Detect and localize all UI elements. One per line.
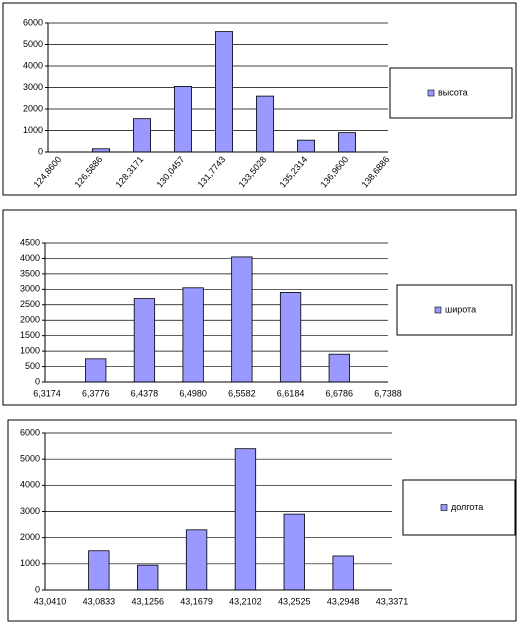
legend-box	[389, 67, 513, 119]
x-tick-label: 6,3776	[82, 388, 110, 398]
y-tick-label: 0	[35, 584, 40, 594]
bar	[133, 298, 156, 383]
x-tick-label: 43,3371	[376, 596, 409, 606]
y-tick-label: 6000	[20, 427, 40, 437]
x-tick-label: 6,4378	[131, 388, 159, 398]
chart-frame	[2, 2, 517, 196]
y-tick-label: 0	[38, 146, 43, 156]
x-tick-label: 43,0410	[34, 596, 67, 606]
bar	[296, 139, 316, 153]
x-tick-label: 6,7388	[374, 388, 402, 398]
y-tick-label: 3500	[20, 268, 40, 278]
bar	[137, 564, 159, 591]
bar	[182, 287, 204, 383]
y-tick-label: 2000	[20, 315, 40, 325]
x-tick-label: 128,3171	[114, 154, 146, 189]
chart-frame	[7, 419, 517, 622]
legend-swatch	[427, 89, 435, 97]
x-tick-label: 130,0457	[155, 154, 187, 189]
legend-box	[402, 479, 516, 536]
x-tick-label: 124,8600	[32, 154, 64, 189]
bar	[328, 353, 350, 383]
y-tick-label: 2000	[20, 532, 40, 542]
y-tick-label: 1500	[20, 330, 40, 340]
x-tick-label: 43,0833	[83, 596, 116, 606]
y-tick-label: 6000	[23, 17, 43, 27]
y-tick-label: 4000	[20, 253, 40, 263]
x-tick-label: 131,7743	[196, 154, 228, 189]
legend-swatch	[434, 306, 442, 314]
bar	[231, 256, 253, 383]
x-tick-label: 126,5886	[73, 154, 105, 189]
bar	[283, 513, 305, 591]
bar	[337, 132, 357, 153]
x-tick-label: 43,2948	[327, 596, 360, 606]
x-tick-label: 43,1256	[131, 596, 164, 606]
bar	[279, 292, 302, 383]
x-tick-label: 6,4980	[179, 388, 207, 398]
y-tick-label: 5000	[20, 454, 40, 464]
legend-label: высота	[438, 87, 468, 97]
legend-swatch	[440, 504, 448, 511]
bar	[255, 95, 275, 153]
bar	[88, 550, 110, 591]
x-tick-label: 6,3174	[33, 388, 61, 398]
legend-label: долгота	[451, 502, 483, 512]
bar	[234, 448, 257, 591]
x-tick-label: 133,5028	[237, 154, 269, 189]
y-tick-label: 3000	[23, 82, 43, 92]
y-tick-label: 0	[35, 376, 40, 386]
legend-label: широта	[445, 304, 476, 314]
x-tick-label: 135,2314	[278, 154, 310, 189]
y-tick-label: 3000	[20, 284, 40, 294]
x-tick-label: 6,6184	[277, 388, 305, 398]
y-tick-label: 4000	[20, 480, 40, 490]
y-tick-label: 5000	[23, 39, 43, 49]
y-tick-label: 1000	[20, 345, 40, 355]
y-tick-label: 2500	[20, 299, 40, 309]
y-tick-label: 500	[25, 361, 40, 371]
x-tick-label: 136,9600	[319, 154, 351, 189]
legend-box	[396, 284, 513, 336]
bar	[85, 358, 107, 383]
x-tick-label: 6,5582	[228, 388, 256, 398]
bar	[173, 86, 193, 153]
bar	[332, 555, 354, 591]
x-tick-label: 43,1679	[180, 596, 213, 606]
bar	[185, 529, 208, 591]
x-tick-label: 43,2525	[278, 596, 311, 606]
y-tick-label: 2000	[23, 103, 43, 113]
y-tick-label: 3000	[20, 506, 40, 516]
y-tick-label: 4500	[20, 237, 40, 247]
bar	[132, 118, 152, 153]
y-tick-label: 1000	[20, 558, 40, 568]
x-tick-label: 6,6786	[326, 388, 354, 398]
x-tick-label: 43,2102	[229, 596, 262, 606]
y-tick-label: 4000	[23, 60, 43, 70]
bar	[214, 31, 234, 153]
y-tick-label: 1000	[23, 125, 43, 135]
chart-frame	[2, 209, 517, 406]
x-tick-label: 138,6886	[360, 154, 392, 189]
